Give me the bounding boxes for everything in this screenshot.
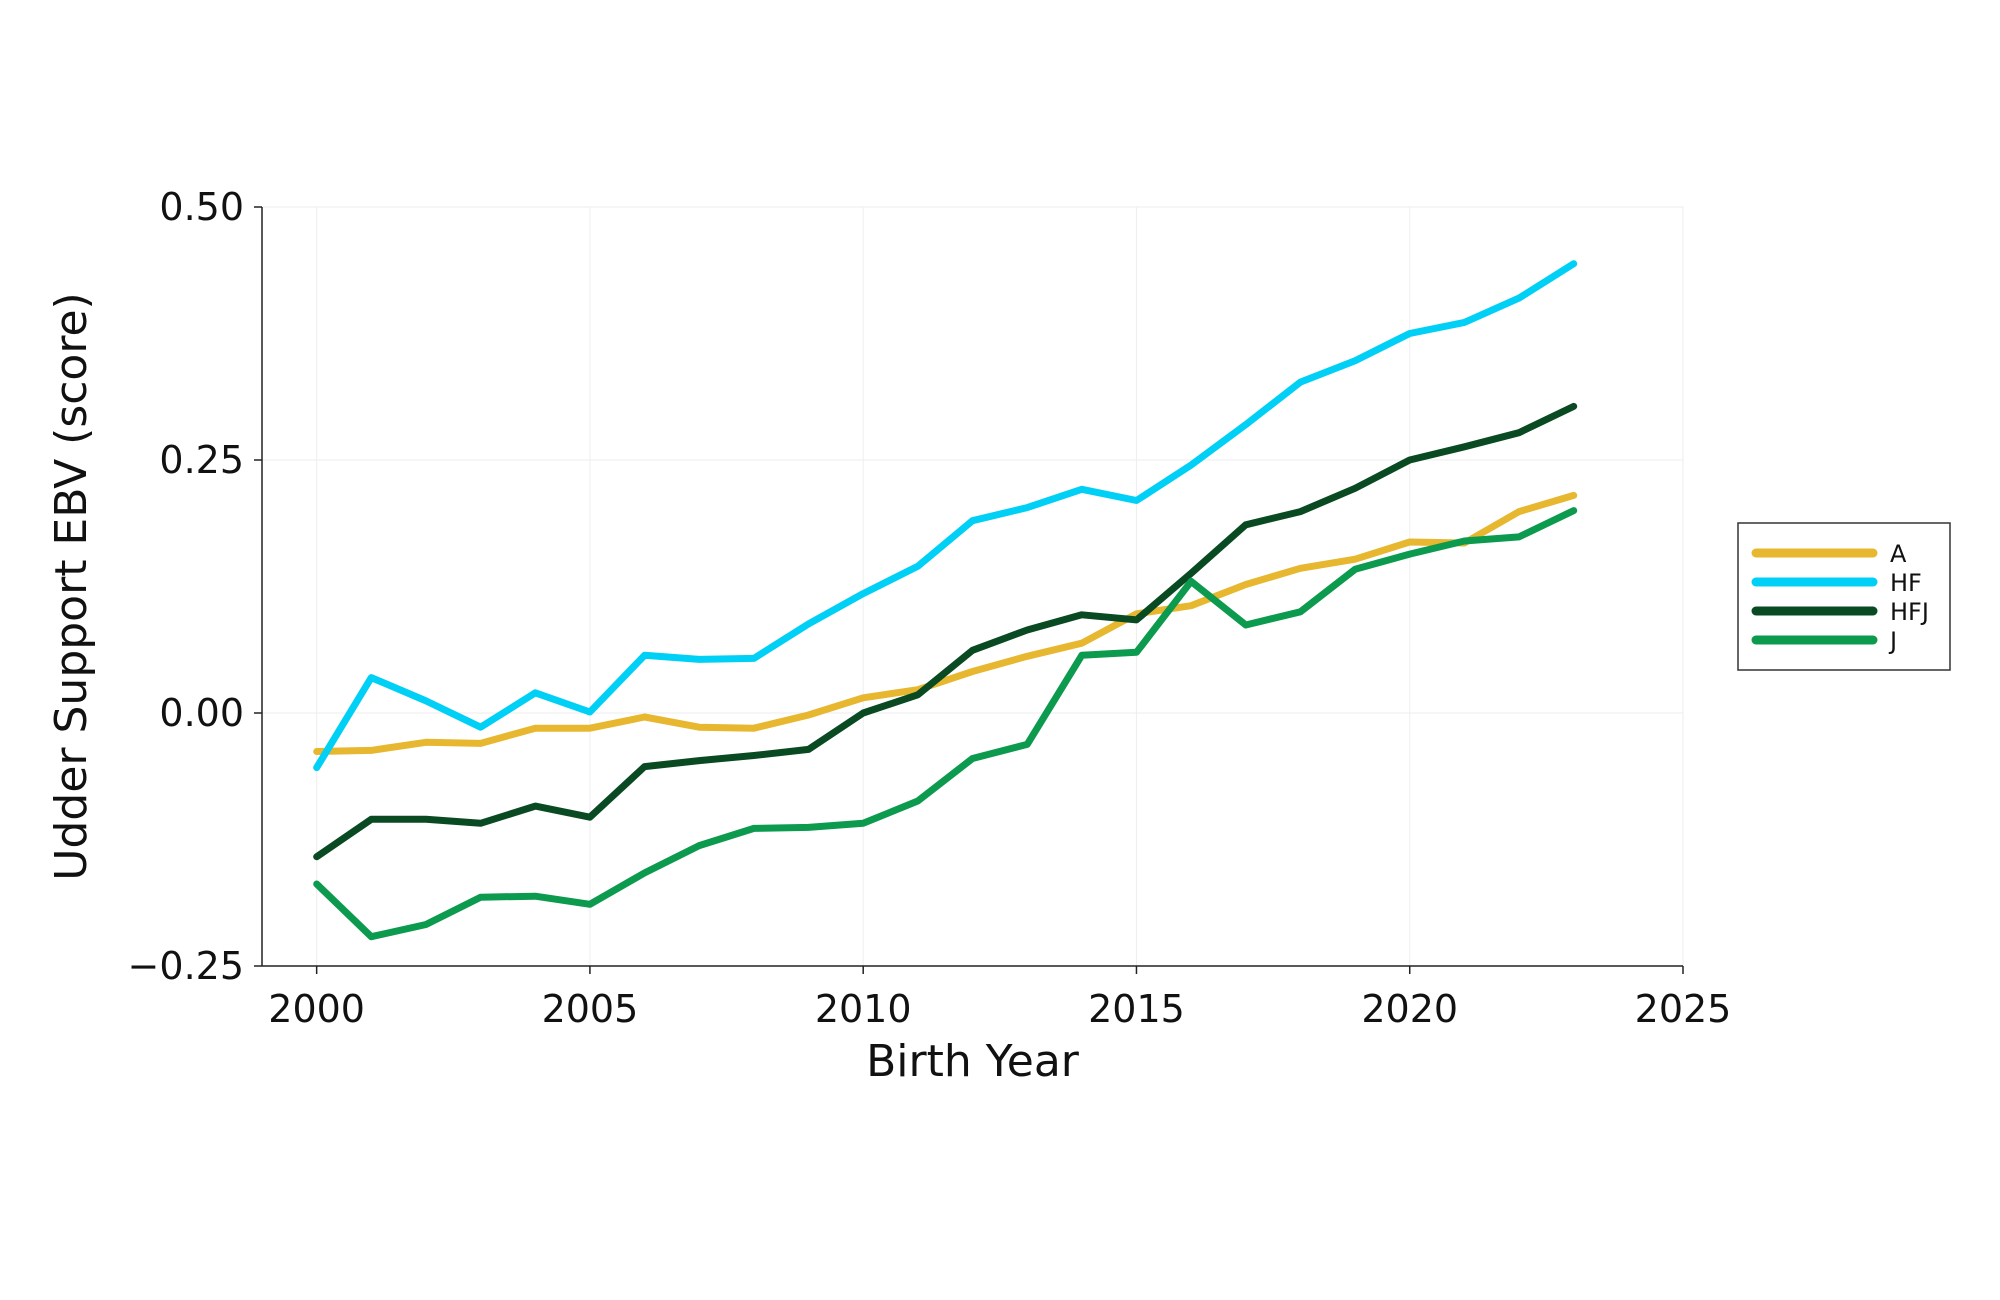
x-tick-label: 2025 [1635,987,1732,1031]
legend-label-a: A [1890,540,1907,568]
x-tick-label: 2020 [1361,987,1458,1031]
series-line-j [313,507,1578,941]
y-axis-ticks: −0.25 0.00 0.25 0.50 [128,185,262,988]
x-tick-label: 2015 [1088,987,1185,1031]
legend-label-hfj: HFJ [1890,598,1929,626]
x-tick-label: 2000 [268,987,365,1031]
axes [261,207,1683,967]
legend-box [1737,522,1951,671]
y-tick-label: 0.00 [159,691,244,735]
x-axis-title: Birth Year [866,1036,1080,1087]
series-line-hfj [313,402,1578,861]
y-tick-label: 0.25 [159,438,244,482]
y-axis-title: Udder Support EBV (score) [46,292,97,880]
x-axis-ticks: 2000 2005 2010 2015 2020 2025 [268,966,1731,1031]
y-tick-label: −0.25 [128,944,244,988]
y-tick-label: 0.50 [159,185,244,229]
series-lines [313,260,1578,941]
x-tick-label: 2005 [542,987,639,1031]
x-tick-label: 2010 [815,987,912,1031]
series-line-a [313,491,1578,755]
legend-label-j: J [1888,627,1897,655]
series-line-hf [313,260,1578,772]
legend-label-hf: HF [1890,569,1922,597]
